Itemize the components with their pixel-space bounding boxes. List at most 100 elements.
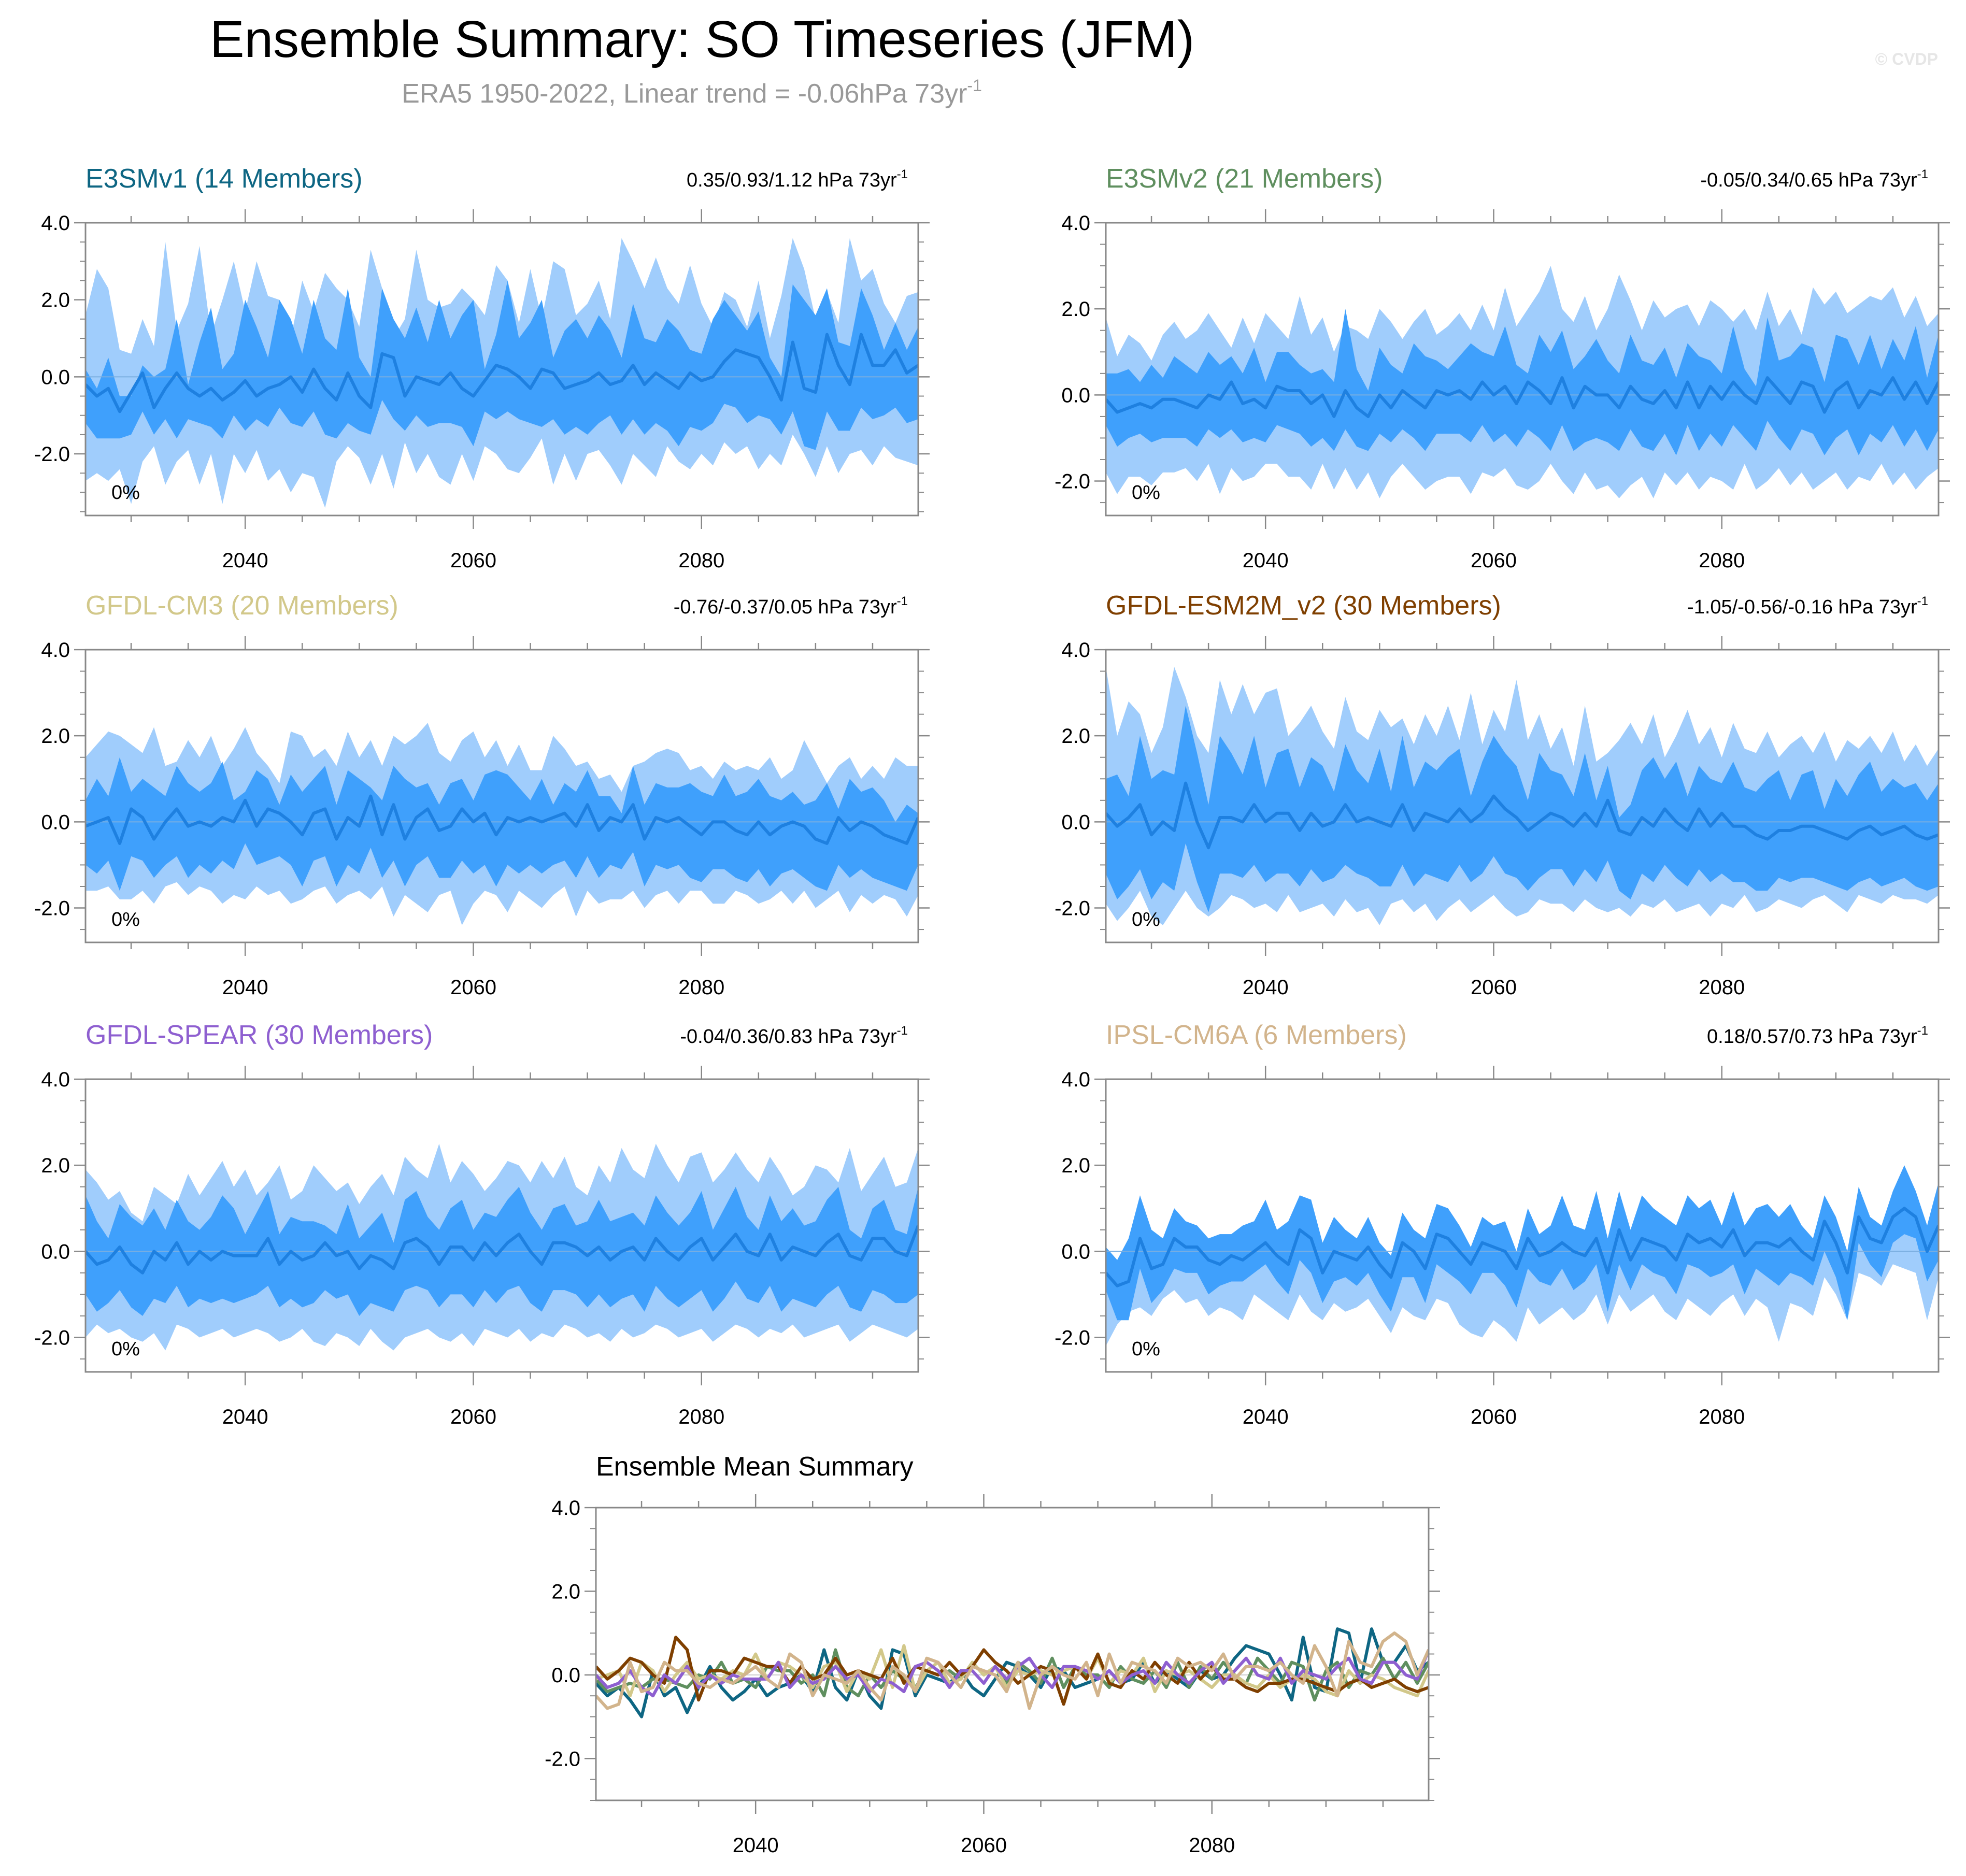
y-tick-label: 0.0 [1061, 811, 1090, 834]
axes: 4.0 2.0 0.0 -2.0 2040 2060 2080 [1055, 1066, 1950, 1428]
y-tick-label: -2.0 [545, 1748, 580, 1770]
panel-title: GFDL-ESM2M_v2 (30 Members) [1106, 591, 1501, 621]
panel-title: GFDL-SPEAR (30 Members) [86, 1020, 433, 1050]
inner-spread-band [1106, 1165, 1939, 1321]
x-tick-label: 2080 [1699, 976, 1745, 999]
axes: 4.0 2.0 0.0 -2.0 2040 2060 2080 [545, 1494, 1440, 1857]
trend-summary-sup: -1 [897, 167, 908, 181]
panel-ipsl-cm6a-6-members-: 4.0 2.0 0.0 -2.0 2040 2060 2080 IPSL-CM6A (6 Me… [1055, 1020, 1950, 1428]
plot-frame [1105, 222, 1940, 517]
x-tick-label: 2060 [450, 549, 496, 572]
panel-e3smv2-21-members-: 4.0 2.0 0.0 -2.0 2040 2060 2080 E3SMv2 (21 Memb… [1055, 164, 1950, 572]
y-tick-label: 2.0 [41, 1154, 70, 1177]
trend-summary: 0.35/0.93/1.12 hPa 73yr-1 [687, 167, 908, 191]
plot-area [1106, 266, 1939, 498]
percent-label: 0% [111, 909, 140, 930]
series-line-ipsl-cm6a [596, 1631, 1429, 1710]
plot-frame [84, 649, 919, 943]
plot-area [86, 238, 918, 508]
inner-spread-band [1106, 309, 1939, 455]
panel-title: IPSL-CM6A (6 Members) [1106, 1020, 1407, 1050]
y-tick-label: 0.0 [1061, 1240, 1090, 1263]
trend-summary: -0.04/0.36/0.83 hPa 73yr-1 [680, 1024, 908, 1048]
panel-gfdl-esm2m-v2-30-members-: 4.0 2.0 0.0 -2.0 2040 2060 2080 GFDL-ESM2M_v2 (… [1055, 591, 1950, 999]
y-tick-label: -2.0 [1055, 897, 1090, 920]
y-tick-label: 0.0 [41, 366, 70, 389]
trend-summary-sup: -1 [897, 1024, 908, 1038]
plot-area [596, 1627, 1429, 1719]
percent-label: 0% [1132, 909, 1160, 930]
plot-area [86, 1143, 918, 1351]
x-tick-label: 2060 [1471, 549, 1517, 572]
y-tick-label: 4.0 [41, 212, 70, 235]
y-tick-label: 4.0 [41, 639, 70, 662]
inner-spread-band [1106, 706, 1939, 912]
y-tick-label: 2.0 [1061, 725, 1090, 748]
panel-ensemble-mean-summary: 4.0 2.0 0.0 -2.0 2040 2060 2080 Ensemble Mean S… [545, 1452, 1440, 1857]
plot-area [86, 723, 918, 925]
x-tick-label: 2060 [1471, 1406, 1517, 1428]
y-tick-label: 2.0 [1061, 298, 1090, 321]
percent-label: 0% [111, 1338, 140, 1360]
y-tick-label: 0.0 [41, 1240, 70, 1263]
x-tick-label: 2060 [1471, 976, 1517, 999]
y-tick-label: -2.0 [34, 897, 70, 920]
trend-summary-text: -0.76/-0.37/0.05 hPa 73yr [674, 596, 897, 618]
trend-summary: -0.76/-0.37/0.05 hPa 73yr-1 [674, 594, 908, 618]
panel-title: GFDL-CM3 (20 Members) [86, 591, 398, 621]
plot-frame [1105, 1078, 1940, 1373]
x-tick-label: 2060 [450, 976, 496, 999]
y-tick-label: -2.0 [34, 1327, 70, 1350]
trend-summary: 0.18/0.57/0.73 hPa 73yr-1 [1707, 1024, 1928, 1048]
x-tick-label: 2040 [733, 1834, 779, 1857]
x-tick-label: 2040 [222, 549, 268, 572]
y-tick-label: 4.0 [1061, 1068, 1090, 1091]
percent-label: 0% [1132, 482, 1160, 504]
panel-title: E3SMv1 (14 Members) [86, 164, 363, 194]
x-tick-label: 2060 [450, 1406, 496, 1428]
x-tick-label: 2080 [1699, 1406, 1745, 1428]
ensemble-mean-line [1106, 1207, 1939, 1287]
series-line-e3smv1 [596, 1627, 1429, 1719]
percent-label: 0% [1132, 1338, 1160, 1360]
trend-summary-text: -0.05/0.34/0.65 hPa 73yr [1700, 169, 1917, 191]
y-tick-label: 2.0 [551, 1580, 580, 1603]
x-tick-label: 2040 [1243, 976, 1289, 999]
y-tick-label: 4.0 [1061, 212, 1090, 235]
x-tick-label: 2080 [1699, 549, 1745, 572]
plot-area [1106, 667, 1939, 925]
plot-area [1106, 1165, 1939, 1347]
trend-summary-text: 0.18/0.57/0.73 hPa 73yr [1707, 1026, 1917, 1048]
ensemble-mean-line [86, 794, 918, 845]
x-tick-label: 2040 [222, 976, 268, 999]
trend-summary: -0.05/0.34/0.65 hPa 73yr-1 [1700, 167, 1928, 191]
inner-spread-band [86, 280, 918, 450]
panel-title: Ensemble Mean Summary [596, 1452, 914, 1482]
x-tick-label: 2060 [961, 1834, 1007, 1857]
axes: 4.0 2.0 0.0 -2.0 2040 2060 2080 [34, 209, 930, 572]
axes: 4.0 2.0 0.0 -2.0 2040 2060 2080 [1055, 636, 1950, 999]
plot-frame [84, 222, 919, 517]
x-tick-label: 2040 [1243, 549, 1289, 572]
y-tick-label: 4.0 [1061, 639, 1090, 662]
ensemble-mean-line [86, 333, 918, 413]
axes: 4.0 2.0 0.0 -2.0 2040 2060 2080 [1055, 209, 1950, 572]
x-tick-label: 2040 [1243, 1406, 1289, 1428]
axes: 4.0 2.0 0.0 -2.0 2040 2060 2080 [34, 636, 930, 999]
y-tick-label: 0.0 [41, 811, 70, 834]
x-tick-label: 2080 [678, 1406, 724, 1428]
trend-summary-sup: -1 [897, 594, 908, 608]
panel-gfdl-cm3-20-members-: 4.0 2.0 0.0 -2.0 2040 2060 2080 GFDL-CM3 (20 Me… [34, 591, 930, 999]
ensemble-mean-line [1106, 376, 1939, 418]
y-tick-label: 4.0 [41, 1068, 70, 1091]
figure-subtitle: ERA5 1950-2022, Linear trend = -0.06hPa … [402, 76, 982, 109]
trend-summary-sup: -1 [1917, 167, 1928, 181]
y-tick-label: 0.0 [1061, 384, 1090, 407]
y-tick-label: 2.0 [1061, 1154, 1090, 1177]
y-tick-label: 0.0 [551, 1664, 580, 1687]
trend-summary-text: -1.05/-0.56/-0.16 hPa 73yr [1687, 596, 1917, 618]
y-tick-label: 4.0 [551, 1497, 580, 1520]
plot-frame [1105, 649, 1940, 943]
